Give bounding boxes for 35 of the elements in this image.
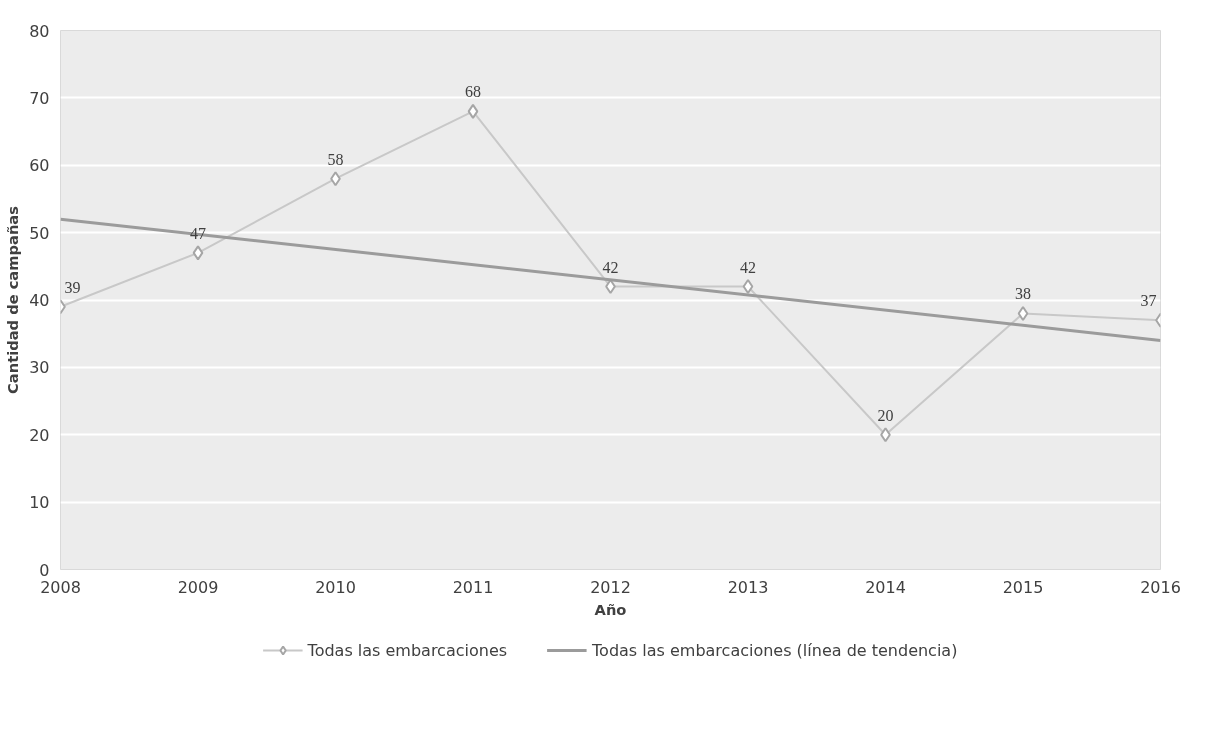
y-tick-label: 60: [29, 156, 50, 176]
x-tick-label: 2009: [177, 577, 219, 597]
data-label: 47: [190, 224, 206, 242]
y-tick-label: 50: [29, 223, 50, 243]
y-tick-label: 20: [29, 425, 50, 445]
x-tick-label: 2013: [727, 577, 769, 597]
point: [742, 279, 754, 295]
x-tick-label: 2008: [40, 577, 81, 597]
x-tick-label: 2016: [1140, 577, 1181, 597]
x-tick-label: 2012: [590, 577, 631, 597]
y-axis-title: Cantidad de campañas: [4, 205, 22, 394]
legend-label: Todas las embarcaciones (línea de tendencia): [592, 640, 958, 660]
x-tick-label: 2014: [865, 577, 906, 597]
data-label: 38: [1015, 285, 1031, 303]
y-tick-label: 40: [29, 291, 50, 310]
y-tick-label: 70: [29, 88, 50, 108]
data-label: 42: [602, 258, 619, 276]
x-tick-label: 2015: [1002, 577, 1044, 597]
y-tick-label: 80: [29, 21, 50, 41]
legend-label: Todas las embarcaciones: [307, 640, 508, 660]
data-label: 39: [64, 278, 81, 296]
y-tick-label: 10: [29, 493, 50, 513]
y-tick-label: 0: [39, 560, 50, 580]
x-tick-label: 2010: [315, 577, 356, 597]
data-label: 68: [465, 83, 481, 101]
y-tick-label: 30: [29, 358, 50, 378]
data-label: 20: [877, 406, 894, 424]
point: [192, 245, 204, 261]
x-tick-label: 2011: [452, 577, 494, 597]
data-label: 58: [327, 150, 344, 168]
point: [1017, 305, 1029, 321]
data-label: 42: [740, 258, 756, 276]
x-axis-title: Año: [594, 600, 627, 618]
data-label: 37: [1140, 292, 1157, 310]
point: [467, 103, 479, 119]
